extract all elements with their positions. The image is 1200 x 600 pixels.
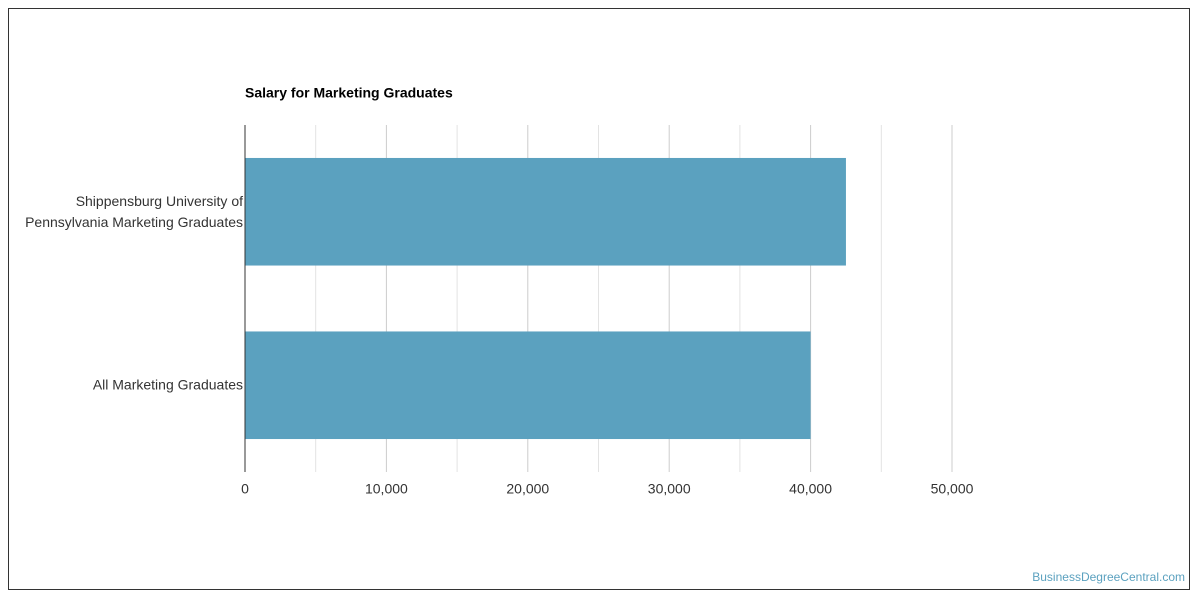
- bar: [245, 331, 811, 440]
- x-tick-label: 10,000: [365, 481, 408, 497]
- source: BusinessDegreeCentral.com: [1032, 570, 1185, 584]
- x-tick-label: 40,000: [789, 481, 832, 497]
- x-tick-label: 50,000: [931, 481, 974, 497]
- chart-title: Salary for Marketing Graduates: [245, 85, 453, 101]
- frame: [8, 8, 1190, 590]
- x-tick-label: 30,000: [648, 481, 691, 497]
- y-tick-label: Shippensburg University of Pennsylvania …: [25, 192, 243, 230]
- bar: [245, 157, 846, 266]
- x-tick-label: 0: [241, 481, 249, 497]
- x-tick-label: 20,000: [506, 481, 549, 497]
- y-tick-label: All Marketing Graduates: [92, 376, 243, 393]
